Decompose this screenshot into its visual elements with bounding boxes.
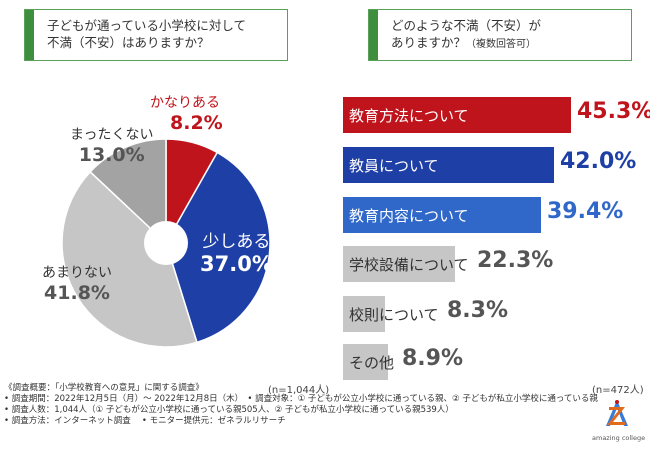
survey-notes: 《調査概要：「小学校教育への意見」に関する調査》 • 調査期間：2022年12月… [4,383,598,427]
pie-label-name: あまりない [42,265,112,281]
pie-sample-size: (n=1,044人) [268,385,330,396]
pie-label-mattaku: まったくない 13.0% [70,124,153,166]
pie-value-label: 37.0% [200,252,273,276]
amazing-college-logo: amazing college [592,398,646,446]
pie-center-hole [144,221,188,265]
question-left-text: 子どもが通っている小学校に対して 不満（不安）はありますか？ [47,17,246,51]
question-accent-bar [25,10,34,60]
pie-label-sukoshi: 少しある 37.0% [200,227,273,276]
question-accent-bar [369,10,378,60]
pie-slice-4 [89,138,167,245]
logo-brand-text: amazing college [592,434,646,442]
bar-fill [343,97,571,133]
question-left-line1: 子どもが通っている小学校に対して [47,18,247,33]
bar-label: 教育方法について [349,107,469,125]
survey-notes-line: • 調査方法：インターネット調査 • モニター提供元：ゼネラルリサーチ [4,416,286,426]
pie-slice-2 [165,151,271,344]
bar-fill [343,147,554,183]
bar-label: 校則について [349,306,439,324]
question-box-left: 子どもが通っている小学校に対して 不満（不安）はありますか？ [24,9,288,61]
pie-label-kanari: かなりある [150,92,220,112]
pie-label-name: かなりある [150,95,220,111]
bar-value-label: 8.9% [402,346,464,371]
bar-fill [343,344,388,380]
bar-fill [343,246,455,282]
bar-label: 教員について [349,157,439,175]
pie-value-kanari: 8.2% [170,112,223,134]
pie-value-label: 41.8% [44,282,110,304]
bar-fill [343,197,541,233]
survey-notes-line: • 調査人数：1,044人（① 子どもが公立小学校に通っている親505人、② 子… [4,405,454,415]
bar-label: 学校設備について [349,256,469,274]
pie-value-label: 8.2% [170,112,223,134]
question-left-line2: 不満（不安）はありますか？ [47,35,210,50]
bar-value-label: 39.4% [547,199,624,224]
question-box-right: どのような不満（不安）が ありますか？（複数回答可） [368,9,632,61]
pie-chart [61,138,271,348]
question-right-line2: ありますか？ [391,35,467,50]
question-right-line1: どのような不満（不安）が [391,18,542,33]
bar-sample-size: (n=472人) [592,385,644,396]
survey-notes-line: • 調査期間：2022年12月5日（月）～ 2022年12月8日（木） • 調査… [4,394,598,404]
bar-value-label: 42.0% [560,149,637,174]
pie-label-amari: あまりない 41.8% [42,262,112,304]
bar-fill [343,296,385,332]
bar-label: 教育内容について [349,207,469,225]
bar-value-label: 22.3% [477,248,554,273]
az-logo-icon [606,400,628,426]
pie-value-label: 13.0% [78,144,145,166]
survey-notes-title: 《調査概要：「小学校教育への意見」に関する調査》 [4,383,204,393]
question-right-text: どのような不満（不安）が ありますか？（複数回答可） [391,17,541,53]
bar-label: その他 [349,354,395,372]
question-right-multi-note: （複数回答可） [466,39,537,50]
pie-slice-3 [61,170,198,348]
pie-label-name: まったくない [70,127,154,143]
bar-value-label: 45.3% [577,99,650,124]
pie-label-name: 少しある [202,232,271,252]
bar-value-label: 8.3% [447,298,509,323]
